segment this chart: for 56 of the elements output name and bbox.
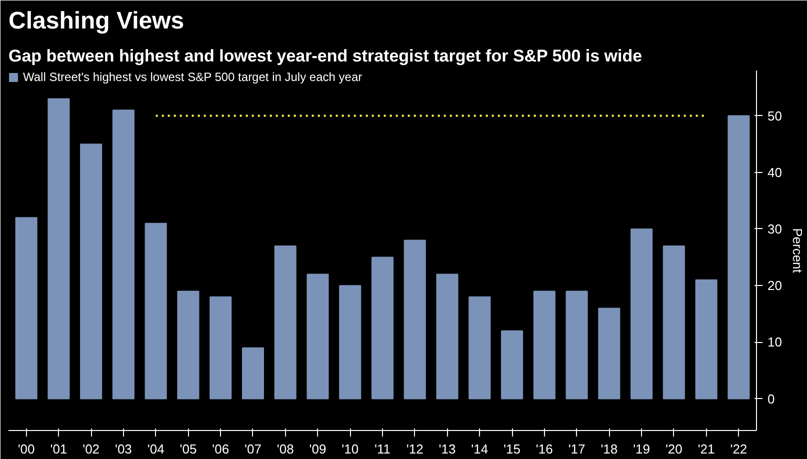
y-tick-label: 30 xyxy=(768,221,782,236)
x-tick-label: '04 xyxy=(147,442,164,456)
bar xyxy=(144,222,167,400)
bar xyxy=(339,285,362,400)
x-tick-label: '12 xyxy=(406,442,424,456)
bar xyxy=(177,290,200,400)
x-tick-label: '08 xyxy=(276,442,294,456)
bar xyxy=(501,330,524,400)
x-tick-label: '13 xyxy=(438,442,456,456)
y-tick-label: 10 xyxy=(768,334,782,350)
bar xyxy=(80,144,102,400)
y-tick-label: 50 xyxy=(768,108,782,124)
bar xyxy=(598,308,620,400)
bar xyxy=(371,256,394,400)
x-tick-label: '11 xyxy=(374,442,390,456)
x-tick-label: '15 xyxy=(504,442,521,456)
x-tick-label: '19 xyxy=(633,442,650,456)
y-tick-label: 20 xyxy=(768,278,782,294)
bar xyxy=(695,279,718,400)
bar xyxy=(15,217,38,400)
bar xyxy=(662,245,685,400)
x-tick-label: '21 xyxy=(698,442,715,456)
legend-label: Wall Street's highest vs lowest S&P 500 target in July each year xyxy=(23,70,362,84)
bar xyxy=(533,290,556,400)
bar xyxy=(210,296,232,400)
x-tick-label: '14 xyxy=(471,442,488,456)
bar xyxy=(112,110,134,400)
x-tick-label: '17 xyxy=(568,442,586,456)
chart-subtitle: Gap between highest and lowest year-end strategist target for S&P 500 is wide xyxy=(8,46,642,66)
x-tick-label: '09 xyxy=(309,442,326,456)
chart-title: Clashing Views xyxy=(8,8,184,34)
x-tick-label: '05 xyxy=(180,442,197,456)
bar xyxy=(728,115,750,400)
bar xyxy=(242,347,264,400)
y-tick-label: 40 xyxy=(768,164,782,180)
x-tick-label: '18 xyxy=(600,442,618,456)
bar xyxy=(404,240,426,400)
bar xyxy=(306,274,329,400)
x-tick-label: '20 xyxy=(665,442,682,456)
x-tick-label: '22 xyxy=(730,442,748,456)
y-axis-title: Percent xyxy=(790,228,805,274)
x-tick-label: '03 xyxy=(114,442,132,456)
bar xyxy=(630,228,653,400)
x-tick-label: '06 xyxy=(212,442,230,456)
bar xyxy=(436,274,458,400)
bar xyxy=(274,245,296,400)
x-tick-label: '07 xyxy=(244,442,262,456)
bar xyxy=(566,290,588,400)
x-tick-label: '16 xyxy=(536,442,553,456)
x-tick-label: '01 xyxy=(50,442,68,456)
bar xyxy=(48,98,70,400)
x-tick-label: '02 xyxy=(82,442,100,456)
x-tick-label: '00 xyxy=(18,442,35,456)
y-tick-label: 0 xyxy=(768,391,775,406)
bar xyxy=(468,296,491,400)
x-tick-label: '10 xyxy=(342,442,359,456)
